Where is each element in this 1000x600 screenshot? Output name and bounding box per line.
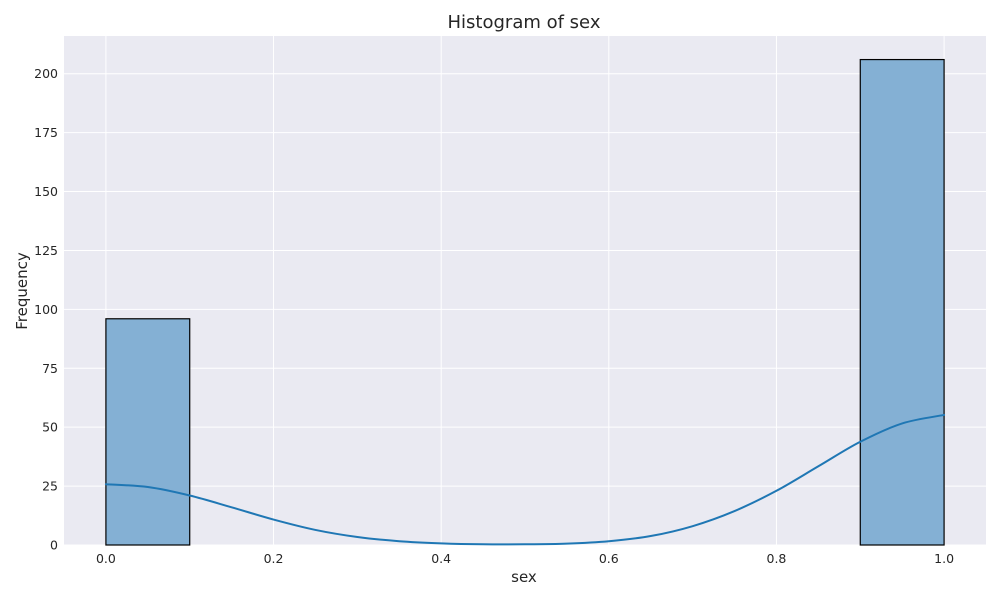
y-tick-label: 100 — [34, 302, 58, 317]
plot-background — [64, 36, 986, 545]
chart-title: Histogram of sex — [448, 12, 601, 33]
y-tick-label: 200 — [34, 66, 58, 81]
x-tick-label: 1.0 — [934, 551, 954, 566]
histogram-bar — [105, 318, 191, 546]
kde-line — [104, 413, 946, 546]
x-tick-label: 0.8 — [767, 551, 787, 566]
y-tick-label: 175 — [34, 125, 58, 140]
y-tick-label: 75 — [42, 361, 58, 376]
kde-curve-group — [104, 413, 946, 546]
y-axis-label: Frequency — [13, 252, 31, 330]
x-tick-label: 0.6 — [599, 551, 619, 566]
y-tick-label: 25 — [42, 479, 58, 494]
y-axis-ticks: 0 25 50 75 100 125 150 175 200 — [34, 66, 58, 552]
x-tick-label: 0.4 — [431, 551, 451, 566]
y-tick-label: 50 — [42, 420, 58, 435]
histogram-bars — [105, 58, 945, 546]
y-tick-label: 150 — [34, 184, 58, 199]
x-tick-label: 0.0 — [96, 551, 116, 566]
x-axis-label: sex — [511, 568, 537, 586]
x-tick-label: 0.2 — [264, 551, 284, 566]
y-tick-label: 0 — [50, 538, 58, 553]
histogram-bar — [859, 58, 945, 546]
x-axis-ticks: 0.0 0.2 0.4 0.6 0.8 1.0 — [96, 551, 954, 566]
y-tick-label: 125 — [34, 243, 58, 258]
